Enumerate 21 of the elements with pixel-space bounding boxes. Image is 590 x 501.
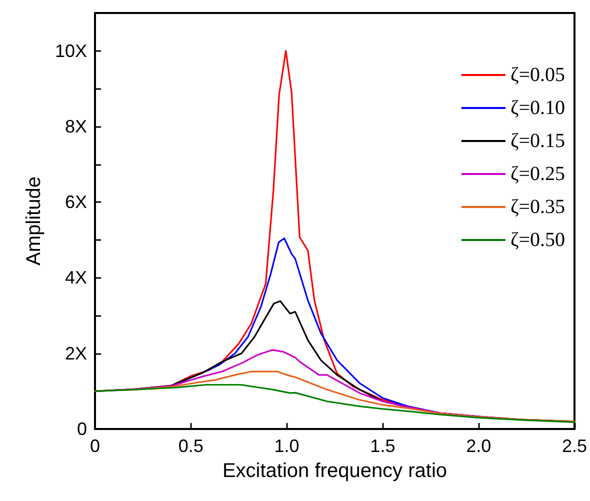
x-tick-label: 0.5	[178, 436, 204, 456]
y-tick-label: 0	[76, 419, 87, 439]
y-tick-label: 8X	[64, 116, 87, 136]
legend-label: ζ=0.25	[510, 163, 565, 185]
legend-label: ζ=0.05	[510, 64, 565, 86]
x-tick-label: 1.5	[370, 436, 396, 456]
legend-label: ζ=0.15	[510, 130, 565, 152]
x-tick-label: 2.5	[562, 436, 588, 456]
y-tick-label: 4X	[64, 268, 87, 288]
x-axis-title: Excitation frequency ratio	[222, 460, 448, 482]
x-tick-label: 1.0	[274, 436, 300, 456]
y-tick-label: 2X	[64, 343, 87, 364]
y-tick-label: 10X	[54, 40, 87, 61]
x-tick-label: 2.0	[466, 436, 492, 456]
legend-label: ζ=0.50	[510, 229, 565, 251]
y-axis-title: Amplitude	[23, 176, 46, 266]
legend-label: ζ=0.10	[510, 97, 565, 119]
x-tick-label: 0	[90, 436, 100, 456]
legend-label: ζ=0.35	[510, 196, 565, 218]
line-series	[94, 384, 576, 423]
y-tick-label: 6X	[64, 192, 87, 212]
